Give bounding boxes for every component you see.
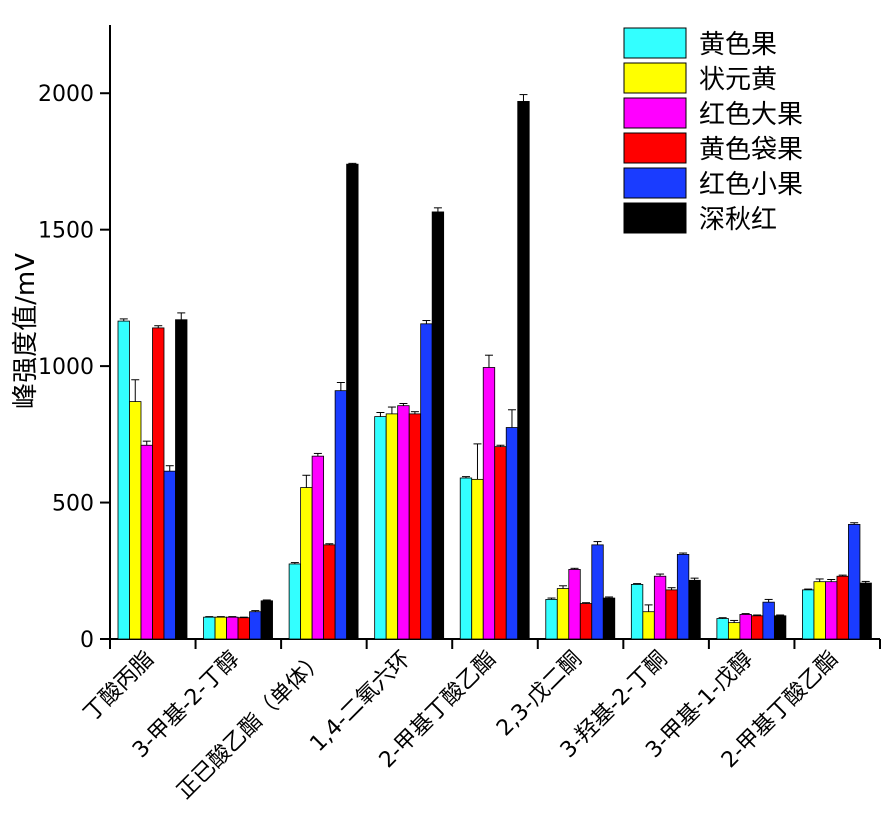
x-tick-label: 2,3-戊二酮	[492, 647, 587, 742]
legend-swatch	[623, 202, 687, 234]
x-tick-label: 丁酸丙脂	[79, 647, 159, 727]
bar	[568, 569, 581, 640]
legend-label: 红色大果	[699, 100, 803, 130]
bar	[214, 616, 227, 640]
bar	[556, 588, 570, 640]
bars	[117, 94, 872, 640]
legend-swatch	[623, 132, 687, 164]
bar	[249, 611, 262, 640]
bar	[420, 323, 433, 640]
bar	[346, 163, 359, 640]
y-tick-label: 1500	[38, 219, 94, 244]
legend-label: 黄色果	[699, 30, 777, 60]
y-tick-label: 500	[52, 492, 94, 517]
bar	[813, 581, 826, 640]
bar	[579, 603, 593, 640]
bar	[374, 416, 387, 640]
bar	[129, 401, 142, 640]
bar	[505, 427, 519, 640]
y-tick-label: 0	[80, 628, 94, 653]
legend-swatch	[623, 62, 687, 94]
legend-swatch	[623, 167, 687, 199]
bar	[203, 616, 216, 640]
x-tick-labels: 丁酸丙脂3-甲基-2-丁醇正已酸乙酯（单体）1,4-二氧六环2-甲基丁酸乙酯2,…	[79, 647, 843, 805]
x-tick-label: 正已酸乙酯（单体）	[172, 647, 330, 805]
bar	[665, 589, 678, 640]
bar	[226, 616, 239, 640]
y-tick-labels: 0 500 1000 1500 2000	[38, 82, 94, 653]
bar	[836, 575, 849, 640]
y-axis-label: 峰强度值/mV	[11, 253, 41, 409]
bar	[408, 413, 422, 640]
bar	[152, 327, 165, 640]
bar	[334, 390, 348, 640]
bar	[653, 575, 667, 640]
bar	[260, 600, 273, 640]
bar	[140, 444, 153, 640]
legend-swatch	[623, 97, 687, 129]
bar	[431, 211, 445, 640]
bar	[591, 544, 604, 640]
bar	[727, 622, 741, 640]
bar	[688, 579, 701, 640]
bar	[825, 581, 838, 640]
bar	[602, 597, 616, 640]
bar	[288, 563, 302, 640]
bar	[762, 601, 775, 640]
y-tick-label: 2000	[38, 82, 94, 107]
bar	[676, 554, 690, 640]
bar	[459, 477, 473, 640]
bar	[323, 544, 336, 640]
legend-label: 状元黄	[699, 65, 777, 95]
bar	[517, 101, 530, 640]
bar	[859, 582, 872, 640]
bar	[311, 455, 325, 640]
bar	[494, 446, 507, 640]
bar	[482, 367, 496, 640]
bar	[739, 614, 752, 640]
bar	[630, 584, 644, 640]
bar	[750, 615, 764, 640]
bar	[848, 523, 861, 640]
bar	[773, 615, 787, 640]
bar	[300, 487, 313, 640]
bar	[117, 320, 130, 640]
legend-swatch	[623, 27, 687, 59]
legend-label: 黄色袋果	[699, 135, 803, 165]
bar	[545, 599, 558, 640]
bar	[397, 405, 410, 640]
y-tick-label: 1000	[38, 355, 94, 380]
legend-label: 深秋红	[699, 205, 777, 235]
bar	[802, 589, 815, 640]
legend-label: 红色小果	[699, 170, 803, 200]
bar	[471, 478, 484, 640]
bar	[237, 617, 250, 640]
bar	[175, 319, 188, 640]
bar	[716, 618, 729, 640]
bar	[163, 470, 176, 640]
bar	[385, 413, 399, 640]
bar	[642, 611, 655, 640]
